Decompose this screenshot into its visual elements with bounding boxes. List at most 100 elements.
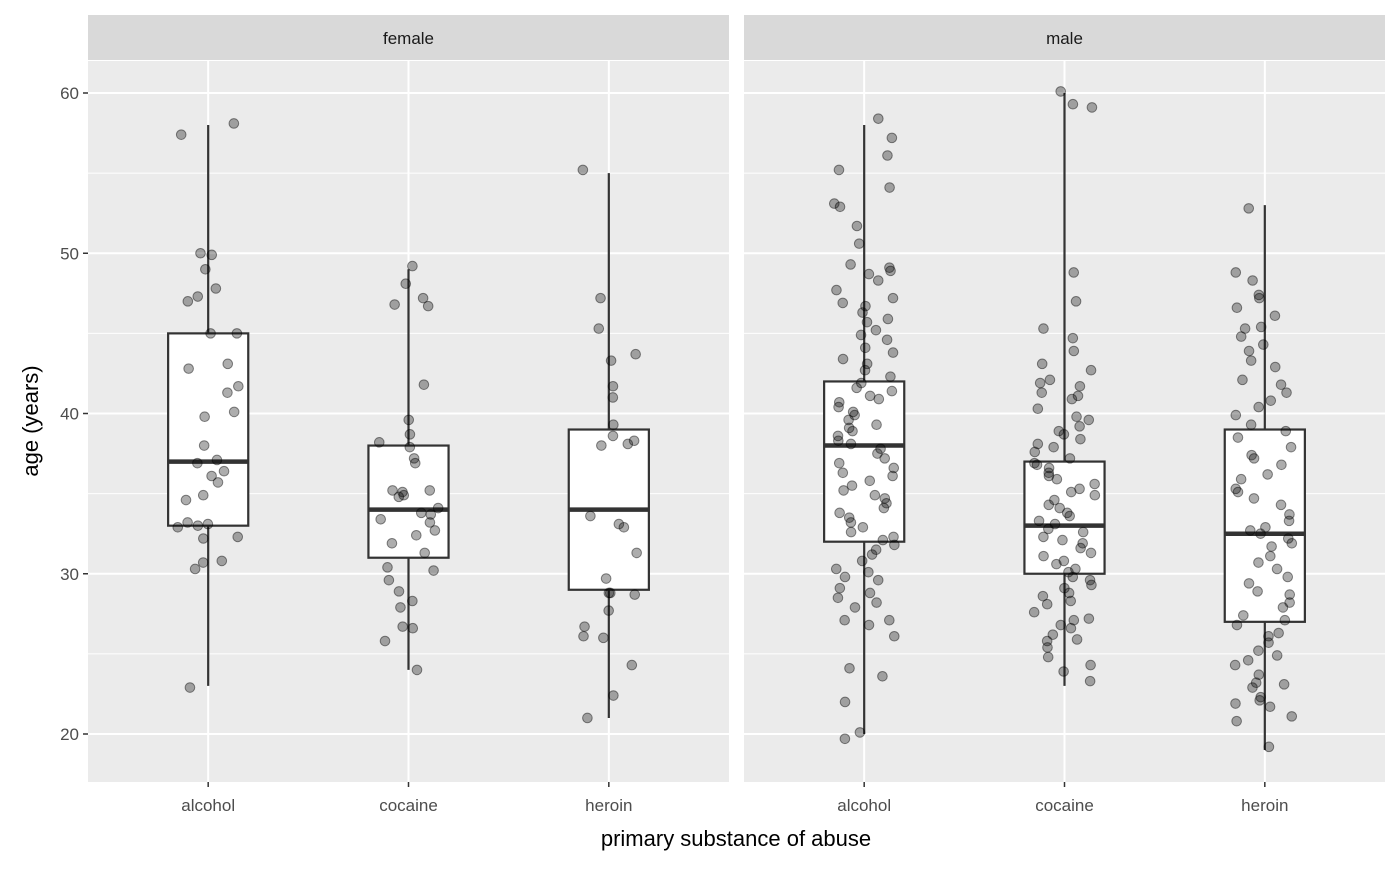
- data-point: [216, 555, 228, 567]
- data-point: [1059, 582, 1070, 594]
- data-point: [845, 438, 857, 450]
- data-point: [228, 406, 240, 418]
- data-point: [877, 534, 889, 546]
- data-point: [1284, 589, 1296, 600]
- y-tick-label: 50: [60, 244, 79, 263]
- data-point: [400, 278, 412, 289]
- data-point: [608, 690, 619, 701]
- data-point: [866, 549, 878, 560]
- data-point: [1254, 292, 1265, 304]
- data-point: [845, 526, 857, 538]
- data-point: [885, 371, 896, 382]
- data-point: [1265, 550, 1276, 562]
- data-point: [847, 425, 858, 437]
- data-point: [837, 467, 849, 479]
- data-point: [1263, 630, 1274, 642]
- data-point: [1231, 619, 1243, 631]
- data-point: [1063, 587, 1075, 599]
- x-tick-label: alcohol: [837, 796, 891, 815]
- data-point: [180, 494, 192, 506]
- data-point: [861, 316, 873, 328]
- data-point: [1243, 578, 1255, 589]
- data-point: [872, 448, 883, 459]
- data-point: [393, 491, 405, 503]
- data-point: [1083, 613, 1095, 624]
- data-point: [192, 291, 204, 302]
- data-point: [1266, 541, 1277, 552]
- data-point: [210, 283, 222, 294]
- data-point: [1041, 598, 1053, 610]
- data-point: [1269, 310, 1281, 322]
- data-point: [407, 622, 419, 634]
- data-point: [832, 430, 844, 442]
- data-point: [1043, 467, 1055, 479]
- data-point: [404, 429, 416, 440]
- data-point: [844, 662, 855, 674]
- data-point: [1275, 499, 1287, 511]
- box-female-cocaine: [367, 260, 450, 676]
- data-point: [206, 249, 218, 261]
- data-point: [415, 507, 427, 519]
- data-point: [1077, 538, 1088, 549]
- data-point: [1258, 339, 1269, 350]
- data-point: [373, 437, 385, 448]
- data-point: [1084, 574, 1096, 586]
- data-point: [855, 377, 867, 389]
- data-point: [1269, 361, 1281, 373]
- facet-panel-male: male alcohol cocaine heroin: [744, 15, 1385, 815]
- data-point: [881, 334, 893, 346]
- data-point: [1064, 510, 1075, 522]
- data-point: [838, 485, 849, 496]
- box-female-alcohol: [167, 118, 250, 693]
- y-tick-label: 30: [60, 565, 79, 584]
- data-point: [1085, 547, 1097, 559]
- data-point: [192, 520, 204, 531]
- data-point: [1283, 515, 1295, 527]
- data-point: [1031, 459, 1043, 471]
- x-axis-title: primary substance of abuse: [601, 826, 871, 851]
- data-point: [600, 573, 612, 584]
- data-point: [888, 462, 900, 474]
- data-point: [1246, 449, 1257, 461]
- data-point: [593, 323, 605, 334]
- data-point: [1271, 650, 1283, 661]
- data-point: [1286, 711, 1298, 722]
- data-point: [596, 440, 607, 451]
- data-point: [1250, 677, 1262, 689]
- data-point: [834, 507, 845, 519]
- data-point: [578, 630, 589, 642]
- data-point: [411, 664, 423, 676]
- data-point: [199, 411, 210, 423]
- data-point: [1055, 619, 1067, 631]
- data-point: [1285, 441, 1297, 453]
- data-point: [1067, 98, 1079, 110]
- data-point: [1084, 675, 1096, 687]
- box-iqr: [1023, 460, 1106, 575]
- data-point: [830, 563, 842, 575]
- data-point: [424, 485, 436, 496]
- data-point: [878, 502, 890, 514]
- data-point: [410, 529, 422, 541]
- data-point: [884, 262, 895, 273]
- data-point: [1036, 387, 1048, 398]
- data-point: [404, 441, 416, 453]
- data-point: [1049, 494, 1060, 506]
- data-point: [1074, 483, 1085, 495]
- data-point: [1038, 531, 1049, 543]
- data-point: [837, 353, 849, 365]
- data-point: [855, 329, 867, 341]
- data-point: [1043, 499, 1055, 511]
- data-point: [885, 265, 896, 277]
- data-point: [839, 614, 850, 626]
- data-point: [175, 129, 187, 140]
- data-point: [1255, 321, 1267, 333]
- data-point: [1070, 563, 1081, 575]
- data-point: [202, 518, 214, 530]
- data-point: [622, 438, 634, 450]
- x-tick-label: cocaine: [379, 796, 438, 815]
- data-point: [1064, 453, 1076, 464]
- data-point: [379, 635, 391, 647]
- data-point: [1089, 478, 1100, 490]
- data-point: [603, 587, 615, 599]
- data-point: [877, 671, 888, 682]
